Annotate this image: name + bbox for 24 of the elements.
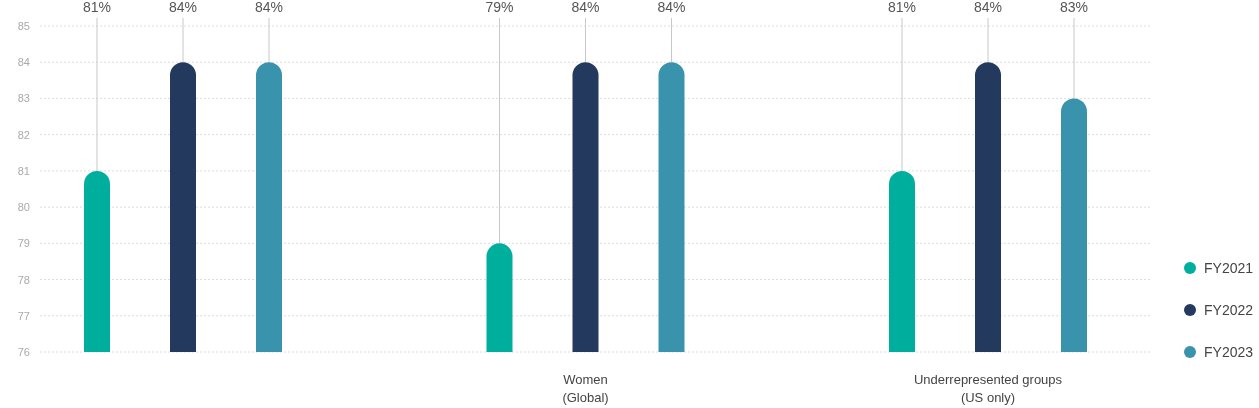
y-tick-label: 81 bbox=[17, 164, 30, 177]
y-tick-label: 80 bbox=[17, 201, 30, 214]
data-label: 84% bbox=[168, 0, 198, 15]
y-tick-label: 79 bbox=[17, 237, 30, 250]
data-label: 84% bbox=[973, 0, 1003, 15]
legend-label: FY2022 bbox=[1204, 302, 1254, 318]
data-label: 81% bbox=[82, 0, 112, 15]
y-tick-label: 84 bbox=[17, 56, 30, 69]
legend-label: FY2021 bbox=[1204, 260, 1254, 276]
y-tick-label: 85 bbox=[17, 20, 30, 32]
data-label: 79% bbox=[485, 0, 514, 15]
data-label: 81% bbox=[887, 0, 917, 15]
x-tick-label: Underrepresented groups (US only) bbox=[913, 372, 1063, 405]
y-tick-label: 83 bbox=[17, 92, 30, 105]
data-label: 84% bbox=[254, 0, 284, 15]
x-tick-label: Women (Global) bbox=[562, 372, 609, 405]
y-tick-label: 82 bbox=[17, 128, 30, 141]
y-tick-label: 76 bbox=[17, 346, 30, 358]
y-tick-label: 78 bbox=[17, 273, 30, 286]
legend-label: FY2023 bbox=[1204, 344, 1254, 360]
data-label: 83% bbox=[1059, 0, 1089, 15]
y-tick-label: 77 bbox=[17, 309, 30, 322]
data-label: 84% bbox=[657, 0, 686, 15]
data-label: 84% bbox=[571, 0, 600, 15]
